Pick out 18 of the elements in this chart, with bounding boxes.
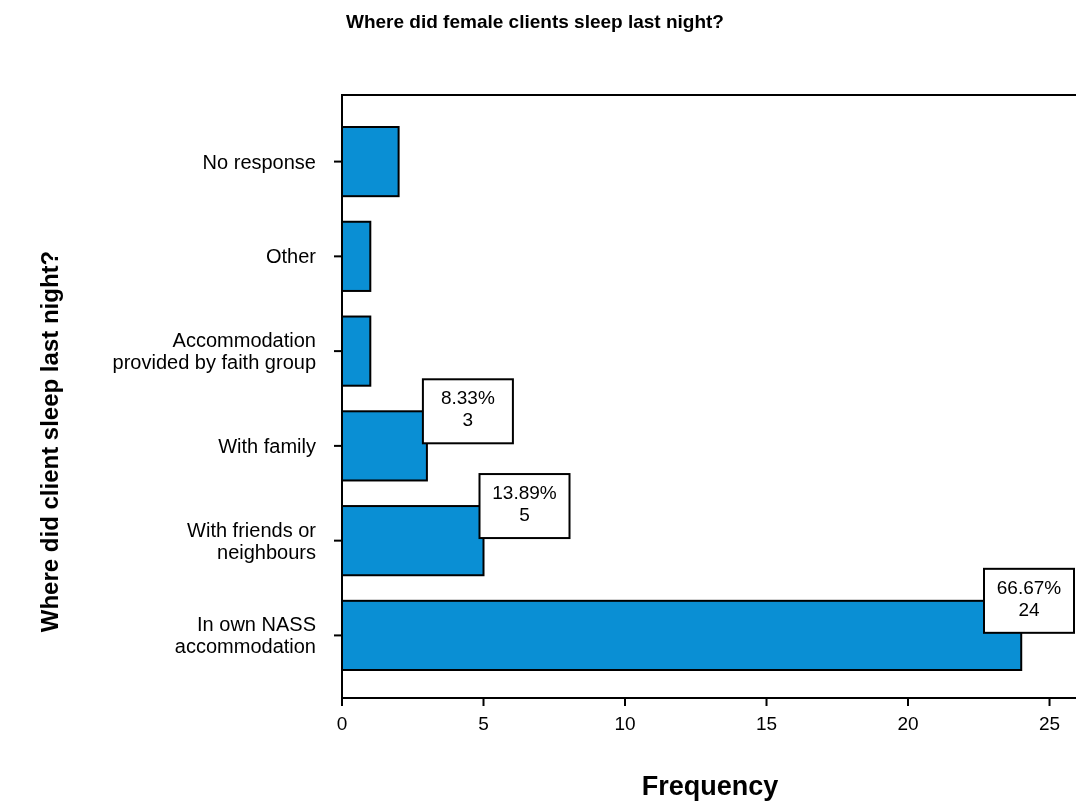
y-tick-label: With friends or neighbours (187, 518, 317, 563)
chart-title: Where did female clients sleep last night? (346, 11, 724, 32)
y-tick-label: With family (218, 434, 316, 457)
x-tick-label: 20 (897, 713, 919, 734)
y-tick-label: In own NASS accommodation (174, 613, 316, 658)
x-tick-label: 15 (755, 713, 778, 734)
data-label: 66.67% 24 (996, 576, 1062, 620)
data-label: 8.33% 3 (440, 387, 495, 431)
x-axis-title: Frequency (641, 771, 779, 801)
y-tick-label: No response (202, 150, 316, 173)
x-tick-label: 0 (336, 713, 348, 734)
y-tick-label: Other (265, 245, 317, 268)
data-label: 13.89% 5 (492, 482, 557, 526)
y-axis-title: Where did client sleep last night? (36, 250, 63, 633)
y-tick-label: Accommodation provided by faith group (112, 329, 316, 374)
x-tick-label: 5 (478, 713, 489, 734)
x-tick-label: 25 (1038, 713, 1061, 734)
x-tick-label: 10 (614, 713, 636, 734)
